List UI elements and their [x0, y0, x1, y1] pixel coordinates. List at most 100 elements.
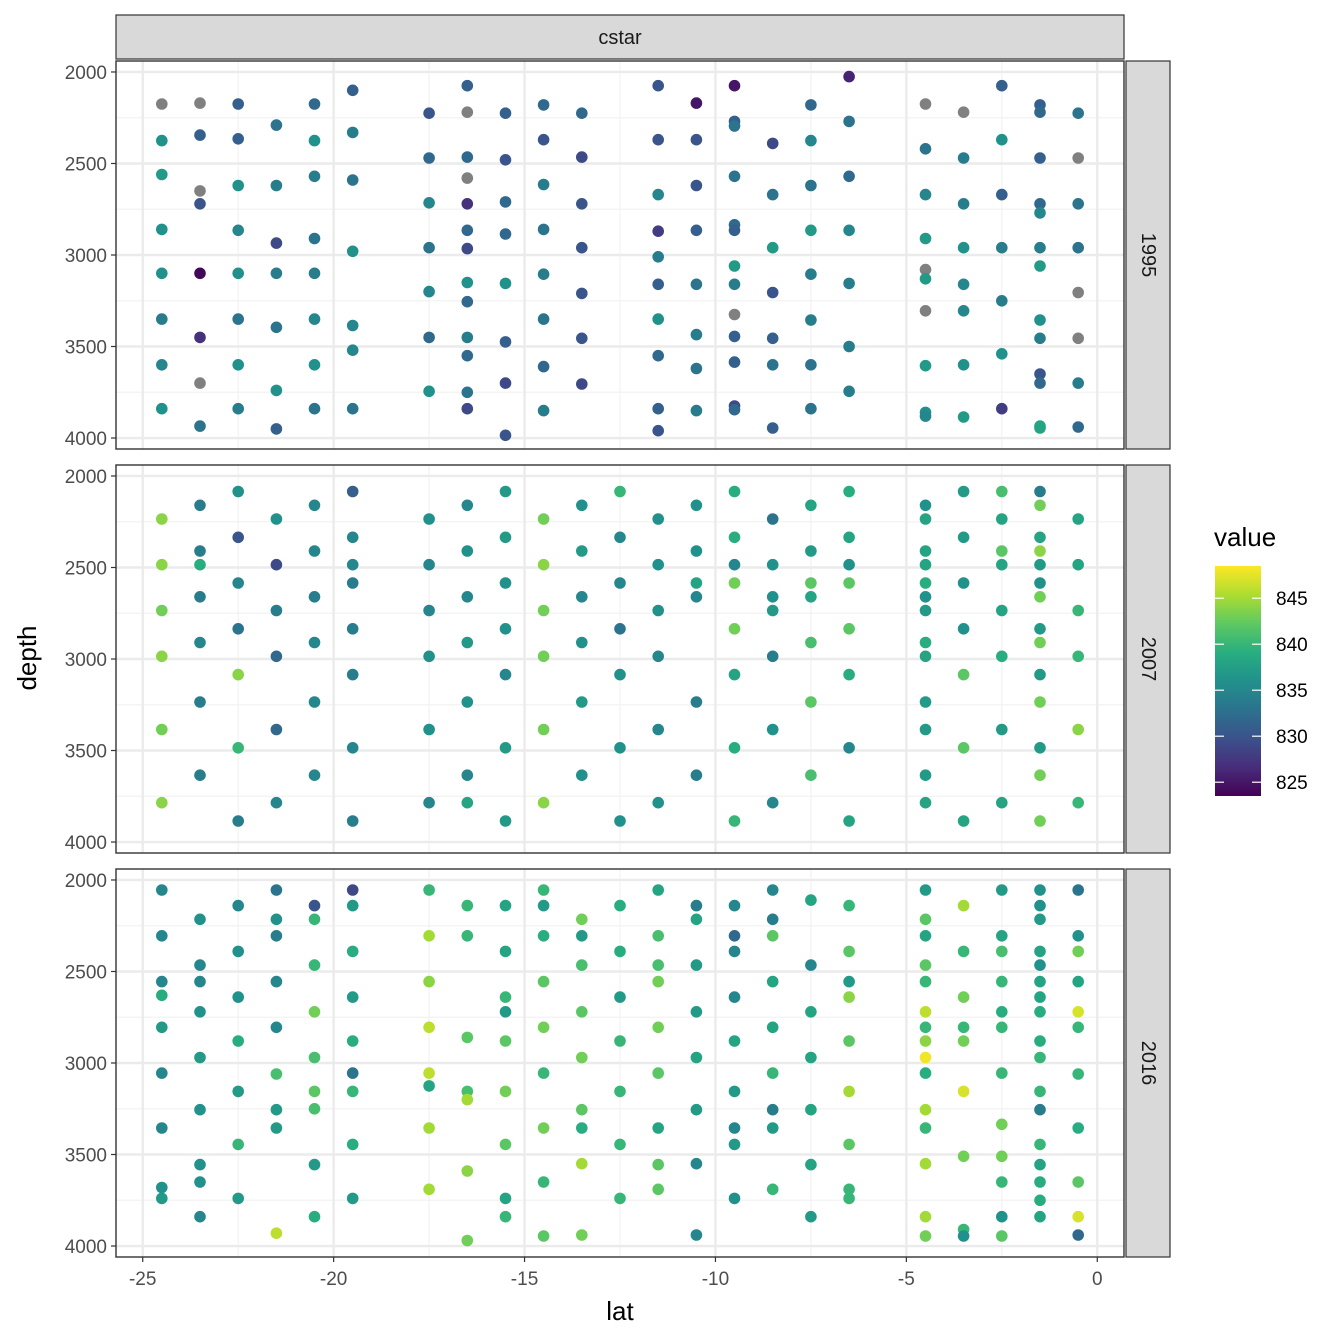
data-point [461, 1234, 474, 1247]
panel-2007: 2000 2500 3000 3500 4000 2007 [65, 464, 1171, 854]
data-point [728, 403, 741, 416]
data-point [156, 930, 168, 942]
data-point [1034, 377, 1046, 389]
data-point [194, 591, 206, 603]
data-point [957, 152, 970, 164]
y-tick-label: 3000 [65, 650, 107, 671]
data-point [270, 723, 283, 736]
legend-tick-label: 840 [1276, 635, 1308, 656]
data-point [766, 558, 779, 571]
data-point [728, 1085, 741, 1098]
data-point [308, 769, 321, 781]
data-point [805, 577, 817, 589]
data-point [308, 170, 321, 183]
data-point [957, 411, 970, 423]
data-point [652, 959, 664, 971]
data-point [996, 1021, 1008, 1034]
data-point [805, 545, 817, 557]
data-point [919, 359, 932, 372]
data-point [308, 232, 321, 245]
data-point [499, 577, 512, 589]
data-point [690, 278, 703, 291]
legend-tick-label: 830 [1276, 727, 1308, 748]
data-point [919, 975, 932, 988]
data-point [499, 1192, 512, 1205]
data-point [346, 1067, 359, 1079]
data-point [232, 359, 244, 371]
data-point [766, 286, 779, 299]
data-point [843, 815, 855, 827]
data-point [156, 267, 168, 280]
data-point [614, 899, 626, 912]
data-point [690, 913, 703, 926]
data-point [461, 402, 474, 415]
data-point [499, 1085, 512, 1098]
data-point [805, 499, 817, 512]
data-point [957, 742, 970, 754]
data-point [728, 79, 741, 92]
y-tick-label: 2500 [65, 154, 107, 175]
data-point [346, 884, 359, 896]
data-point [270, 1068, 283, 1080]
data-point [805, 769, 817, 781]
data-point [1072, 332, 1084, 345]
data-point [194, 545, 206, 557]
panel-points [156, 884, 1084, 1247]
data-point [690, 499, 703, 512]
data-point [919, 410, 932, 422]
data-point [537, 1021, 550, 1034]
data-point [156, 134, 168, 147]
data-point [346, 623, 359, 635]
data-point [996, 723, 1008, 736]
data-point [461, 198, 474, 210]
data-point [461, 591, 474, 603]
x-axis-title: lat [606, 1296, 634, 1326]
facet-strip-right-label: 2016 [1137, 1041, 1159, 1086]
data-point [919, 930, 932, 942]
data-point [843, 531, 855, 544]
data-point [766, 513, 779, 525]
data-point [805, 1158, 817, 1171]
data-point [728, 531, 741, 544]
data-point [996, 1230, 1008, 1242]
data-point [957, 1035, 970, 1047]
data-point [996, 796, 1008, 809]
facet-strip-right-label: 1995 [1137, 233, 1159, 278]
data-point [308, 98, 321, 110]
data-point [1072, 723, 1084, 736]
data-point [308, 1006, 321, 1018]
data-point [690, 97, 703, 109]
data-point [1072, 1021, 1084, 1034]
data-point [270, 975, 283, 988]
data-point [537, 930, 550, 942]
data-point [728, 558, 741, 571]
data-point [690, 1103, 703, 1116]
data-point [576, 499, 588, 512]
data-point [690, 899, 703, 912]
data-point [346, 945, 359, 958]
data-point [690, 577, 703, 589]
data-point [919, 650, 932, 663]
data-point [308, 313, 321, 325]
data-point [805, 894, 817, 906]
data-point [461, 349, 474, 362]
data-point [499, 429, 512, 442]
data-point [690, 545, 703, 557]
data-point [766, 422, 779, 434]
panel-grid [116, 61, 1124, 449]
data-point [499, 485, 512, 498]
y-tick-label: 4000 [65, 833, 107, 854]
data-point [346, 899, 359, 912]
data-point [919, 499, 932, 512]
data-point [690, 696, 703, 708]
data-point [996, 1067, 1008, 1079]
data-point [1072, 1210, 1084, 1223]
data-point [270, 913, 283, 926]
data-point [156, 168, 168, 181]
data-point [843, 945, 855, 958]
data-point [919, 513, 932, 525]
data-point [270, 604, 283, 617]
data-point [537, 899, 550, 912]
data-point [996, 945, 1008, 958]
data-point [461, 930, 474, 942]
